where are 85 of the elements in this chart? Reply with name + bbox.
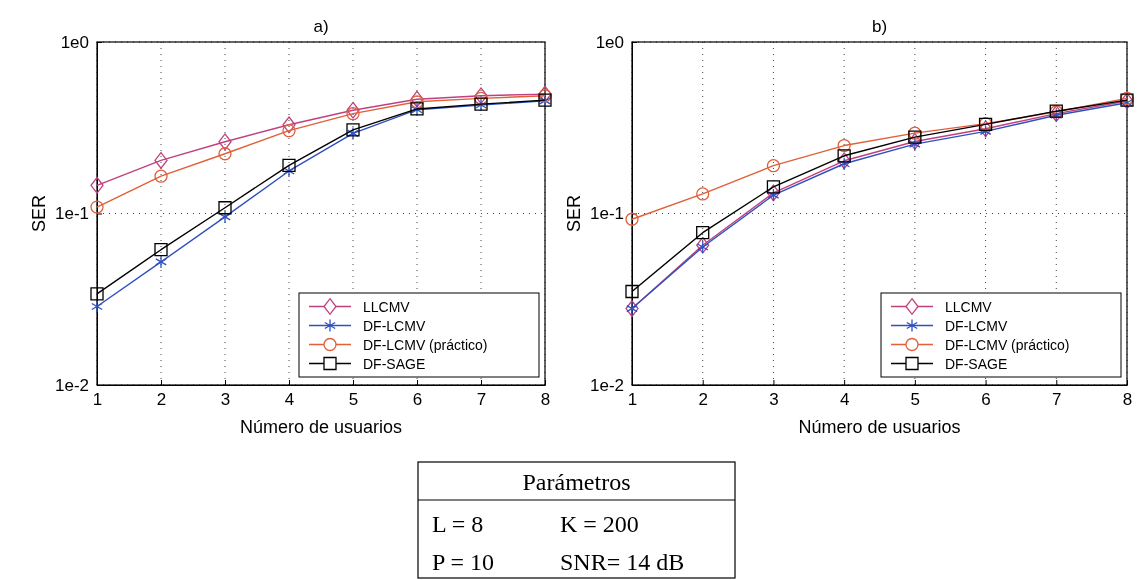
point bbox=[625, 212, 639, 226]
point bbox=[837, 152, 851, 170]
point bbox=[218, 147, 232, 161]
text: SNR= 14 dB bbox=[560, 549, 685, 575]
point bbox=[838, 157, 850, 171]
point bbox=[908, 130, 922, 144]
point bbox=[979, 124, 992, 139]
point bbox=[908, 133, 922, 150]
point bbox=[538, 89, 552, 103]
x-tick-label: 8 bbox=[540, 390, 551, 410]
text: L = 8 bbox=[432, 511, 484, 537]
text: K = 200 bbox=[560, 511, 639, 537]
point bbox=[766, 184, 781, 202]
point bbox=[346, 123, 360, 137]
legend-label: LLCMV bbox=[363, 298, 411, 315]
chart-title: a) bbox=[313, 17, 329, 36]
point bbox=[91, 299, 103, 314]
point bbox=[410, 95, 424, 109]
point bbox=[90, 200, 104, 214]
y-tick-label: 1e0 bbox=[595, 32, 624, 52]
legend-label: DF-SAGE bbox=[363, 355, 426, 372]
point bbox=[837, 149, 851, 163]
point bbox=[696, 187, 710, 201]
point bbox=[347, 126, 359, 141]
point bbox=[696, 226, 710, 240]
x-tick-label: 2 bbox=[156, 390, 167, 410]
y-tick-label: 1e-2 bbox=[589, 375, 624, 395]
text: Parámetros bbox=[522, 469, 631, 495]
legend-label: DF-LCMV bbox=[363, 317, 426, 334]
point bbox=[766, 180, 781, 194]
point bbox=[909, 137, 921, 151]
point bbox=[282, 116, 296, 134]
x-tick-label: 8 bbox=[1122, 390, 1133, 410]
point bbox=[90, 176, 104, 194]
x-tick-label: 7 bbox=[476, 390, 487, 410]
x-tick-label: 4 bbox=[839, 390, 850, 410]
x-tick-label: 5 bbox=[348, 390, 359, 410]
legend-label: DF-LCMV (práctico) bbox=[945, 336, 1070, 353]
x-tick-label: 3 bbox=[769, 390, 779, 410]
legend-label: DF-SAGE bbox=[945, 355, 1008, 372]
x-tick-label: 1 bbox=[627, 390, 638, 410]
point bbox=[283, 164, 295, 178]
legend-label: DF-LCMV (práctico) bbox=[363, 336, 488, 353]
text: P = 10 bbox=[432, 549, 494, 575]
point bbox=[837, 138, 851, 153]
point bbox=[90, 287, 104, 301]
point bbox=[219, 210, 231, 224]
x-tick-label: 6 bbox=[981, 390, 991, 410]
point bbox=[218, 133, 232, 151]
point bbox=[696, 240, 709, 254]
point bbox=[218, 201, 232, 215]
y-axis-title: SER bbox=[29, 194, 49, 233]
point bbox=[474, 91, 488, 106]
x-tick-label: 6 bbox=[412, 390, 423, 410]
x-axis-title: Número de usuarios bbox=[798, 417, 961, 437]
y-tick-label: 1e-2 bbox=[54, 375, 89, 395]
point bbox=[154, 151, 168, 169]
x-tick-label: 5 bbox=[910, 390, 921, 410]
point bbox=[282, 158, 296, 172]
legend-label: DF-LCMV bbox=[945, 317, 1008, 334]
y-tick-label: 1e0 bbox=[60, 32, 89, 52]
point bbox=[766, 159, 781, 173]
x-tick-label: 2 bbox=[698, 390, 708, 410]
point bbox=[767, 188, 780, 202]
y-tick-label: 1e-1 bbox=[589, 204, 624, 224]
point bbox=[978, 120, 993, 138]
x-axis-title: Número de usuarios bbox=[239, 417, 403, 437]
point bbox=[474, 87, 488, 105]
legend-label: LLCMV bbox=[945, 298, 993, 315]
x-tick-label: 7 bbox=[1052, 390, 1062, 410]
y-tick-label: 1e-1 bbox=[54, 204, 89, 224]
x-tick-label: 1 bbox=[92, 390, 103, 410]
x-tick-label: 4 bbox=[284, 390, 295, 410]
point bbox=[154, 243, 168, 257]
point bbox=[346, 107, 360, 121]
point bbox=[696, 236, 710, 254]
point bbox=[410, 90, 424, 108]
point bbox=[346, 101, 360, 119]
x-tick-label: 3 bbox=[220, 390, 231, 410]
y-axis-title: SER bbox=[564, 194, 584, 233]
chart-title: b) bbox=[871, 17, 888, 36]
point bbox=[154, 169, 168, 183]
point bbox=[625, 284, 639, 299]
point bbox=[282, 124, 296, 138]
point bbox=[155, 255, 167, 269]
